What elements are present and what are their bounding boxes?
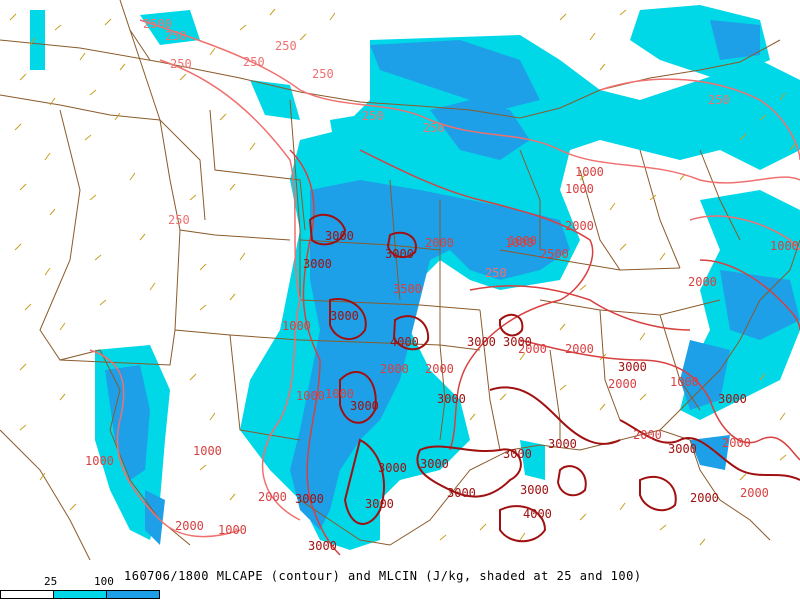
contour-label: 1000 (770, 239, 799, 253)
contour-label: 250 (708, 93, 730, 107)
contour-label: 2000 (690, 491, 719, 505)
weather-map: 2500 250 250 250 250 250 250 250 250 250… (0, 0, 800, 560)
contour-label: 3000 (420, 457, 449, 471)
contour-label: 250 (275, 39, 297, 53)
contour-label: 250 (423, 121, 445, 135)
contour-label: 3000 (303, 257, 332, 271)
contour-label: 1000 (296, 389, 325, 403)
contour-label: 250 (170, 57, 192, 71)
legend-tick-100: 100 (94, 575, 114, 588)
contour-label: 1000 (565, 182, 594, 196)
contour-label: 3000 (503, 335, 532, 349)
contour-label: 1000 (85, 454, 114, 468)
contour-labels: 2500 250 250 250 250 250 250 250 250 250… (85, 17, 799, 553)
contour-label: 3000 (668, 442, 697, 456)
contour-label: 3000 (295, 492, 324, 506)
contour-label: 2000 (175, 519, 204, 533)
contour-label: 250 (312, 67, 334, 81)
contour-label: 4000 (390, 335, 419, 349)
legend-tick-25: 25 (44, 575, 58, 588)
contour-label: 2000 (258, 490, 287, 504)
contour-label: 3000 (437, 392, 466, 406)
contour-label: 3000 (325, 229, 354, 243)
contour-label: 3000 (467, 335, 496, 349)
contour-label: 4000 (523, 507, 552, 521)
contour-label: 1000 (508, 234, 537, 248)
contour-label: 2000 (380, 362, 409, 376)
contour-label: 3000 (618, 360, 647, 374)
contour-label: 2000 (425, 236, 454, 250)
contour-label: 2000 (425, 362, 454, 376)
wind-barbs (9, 8, 796, 546)
contour-label: 3000 (548, 437, 577, 451)
map-caption: 160706/1800 MLCAPE (contour) and MLCIN (… (124, 569, 642, 583)
contour-label: 3000 (330, 309, 359, 323)
contour-label: 3000 (447, 486, 476, 500)
contour-label: 2000 (688, 275, 717, 289)
contour-label: 1000 (670, 375, 699, 389)
contour-label: 250 (168, 213, 190, 227)
legend-swatch-high (106, 590, 160, 599)
contour-label: 1000 (325, 387, 354, 401)
contour-label: 1000 (193, 444, 222, 458)
contour-label: 250 (243, 55, 265, 69)
political-boundaries (0, 0, 800, 560)
contour-label: 3000 (718, 392, 747, 406)
contour-label: 2000 (722, 436, 751, 450)
contour-label: 1000 (505, 236, 534, 250)
contour-label: 2000 (518, 342, 547, 356)
contour-label: 2000 (633, 428, 662, 442)
legend-swatch-low (53, 590, 107, 599)
contour-label: 250 (485, 266, 507, 280)
contour-label: 3000 (308, 539, 337, 553)
contour-label: 3000 (520, 483, 549, 497)
mlcin-shading (30, 5, 800, 550)
contour-label: 3000 (350, 399, 379, 413)
contour-label: 2000 (565, 342, 594, 356)
contour-label: 1000 (575, 165, 604, 179)
contour-label: 3000 (385, 247, 414, 261)
contour-label: 250 (165, 29, 187, 43)
cape-contours (89, 19, 800, 556)
contour-label: 3000 (365, 497, 394, 511)
contour-label: 2500 (143, 17, 172, 31)
contour-label: 1000 (218, 523, 247, 537)
legend-swatch-none (0, 590, 54, 599)
contour-label: 2500 (540, 247, 569, 261)
contour-label: 250 (362, 109, 384, 123)
contour-label: 3000 (503, 447, 532, 461)
contour-label: 3000 (378, 461, 407, 475)
contour-label: 1000 (282, 319, 311, 333)
contour-label: 3500 (393, 282, 422, 296)
contour-label: 2000 (740, 486, 769, 500)
contour-label: 2000 (608, 377, 637, 391)
contour-label: 2000 (565, 219, 594, 233)
